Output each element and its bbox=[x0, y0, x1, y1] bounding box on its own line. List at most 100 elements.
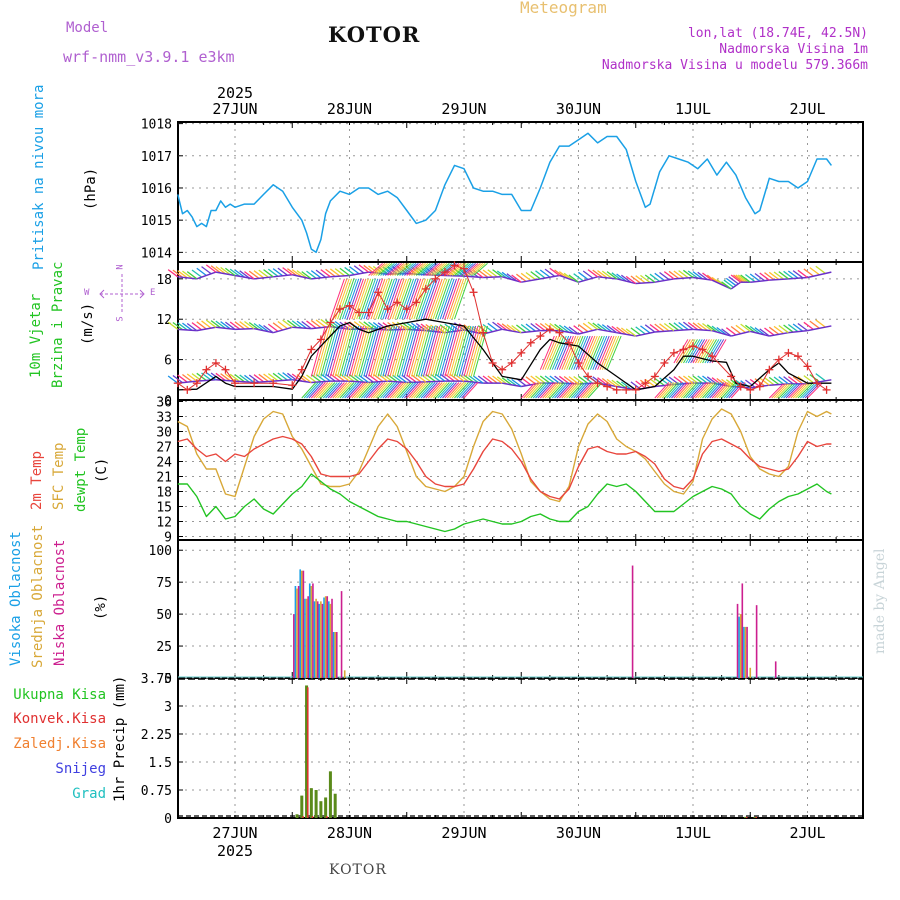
wind-barb-upper bbox=[721, 281, 732, 290]
precip-total-bar bbox=[300, 795, 304, 818]
wind-hatch-high bbox=[375, 278, 391, 320]
wind-hatch-d4-low bbox=[711, 382, 727, 399]
wind-barb-lower bbox=[263, 373, 274, 382]
wind-barb-lower bbox=[773, 376, 785, 385]
wind-hatch-d3-low bbox=[525, 382, 541, 399]
wind-hatch-high bbox=[341, 278, 357, 320]
wind-barb-upper bbox=[692, 271, 703, 280]
wind-hatch-d4-mid bbox=[673, 339, 689, 364]
wind-barb-upper bbox=[539, 269, 551, 278]
wind-hatch-low bbox=[330, 382, 345, 399]
wind-hatch-d3-low bbox=[530, 382, 546, 399]
wind-hatch-mid bbox=[473, 325, 489, 377]
wind-barb-lower bbox=[301, 374, 312, 384]
wind-hatch-top bbox=[423, 262, 438, 276]
precip-total-bar bbox=[305, 685, 309, 818]
wind-barb-upper bbox=[334, 268, 346, 277]
wind-barb-middle bbox=[234, 321, 245, 330]
wind-band-line-middle bbox=[578, 328, 598, 335]
wind-hatch-d3-low bbox=[539, 382, 555, 399]
wind-barb-upper bbox=[368, 265, 379, 274]
wind-barb-upper bbox=[525, 271, 536, 281]
temp2m-line bbox=[177, 435, 832, 500]
wind-band-line-middle bbox=[502, 328, 522, 334]
wind-barb-lower bbox=[725, 379, 737, 388]
wind-hatch-top bbox=[377, 262, 393, 276]
wind-hatch-d5-low bbox=[785, 383, 801, 399]
ytick-label-temperature: 9 bbox=[164, 531, 172, 546]
wind-barb-middle bbox=[296, 320, 307, 329]
wind-barb-middle bbox=[754, 327, 765, 336]
precip-total-bar bbox=[328, 771, 332, 818]
wind-hatch-mid bbox=[456, 325, 472, 377]
wind-hatch-low bbox=[432, 382, 448, 399]
wind-hatch-d5-low bbox=[768, 383, 784, 399]
ytick-label-clouds: 0 bbox=[164, 672, 172, 687]
wind-hatch-mid bbox=[349, 325, 364, 377]
cloud-bar-mid bbox=[320, 601, 322, 678]
wind-hatch-d4-low bbox=[718, 382, 734, 399]
wind-hatch-top bbox=[468, 262, 484, 276]
wind-hatch-top bbox=[449, 262, 465, 276]
precip-total-bar bbox=[743, 816, 747, 818]
wind-hatch-d4-low bbox=[683, 382, 698, 399]
wind-barb-middle bbox=[573, 325, 584, 334]
wind-barb-middle bbox=[697, 322, 708, 331]
wind-hatch-low bbox=[322, 382, 338, 399]
wind-hatch-d3-low bbox=[578, 382, 593, 399]
wind-barb-middle bbox=[516, 324, 527, 333]
wind-barb-lower bbox=[554, 375, 565, 384]
ytick-label-pressure: 1015 bbox=[141, 214, 172, 229]
wind-barb-lower bbox=[721, 378, 732, 388]
wind-hatch-d4-low bbox=[671, 382, 686, 399]
wind-hatch-low bbox=[358, 382, 374, 399]
wind-hatch-high bbox=[396, 278, 412, 320]
wind-barb-lower bbox=[186, 373, 198, 382]
wind-hatch-d3-mid bbox=[554, 335, 570, 370]
wind-hatch-high bbox=[418, 278, 434, 320]
wind-barb-lower bbox=[616, 380, 627, 389]
wind-hatch-mid bbox=[365, 325, 381, 377]
wind-barb-middle bbox=[520, 323, 532, 333]
wind-hatch-low bbox=[339, 382, 355, 399]
wind-barb-middle bbox=[601, 324, 613, 333]
wind-band-line-middle bbox=[616, 331, 636, 337]
wind-band-line-lower bbox=[425, 380, 445, 383]
wind-hatch-mid bbox=[432, 325, 448, 377]
wind-barb-upper bbox=[477, 269, 489, 278]
wind-barb-middle bbox=[625, 328, 637, 337]
wind-barb-middle bbox=[635, 326, 646, 335]
top-day-label: 29JUN bbox=[441, 100, 486, 118]
wind-barb-lower bbox=[439, 373, 451, 382]
wind-hatch-top bbox=[458, 262, 474, 276]
wind-barb-middle bbox=[239, 321, 250, 330]
wind-hatch-mid bbox=[377, 325, 393, 377]
wind-barb-lower bbox=[253, 374, 265, 383]
wind-barb-lower bbox=[792, 376, 804, 385]
cloud-bar-high bbox=[323, 597, 325, 678]
wind-barb-upper bbox=[764, 272, 775, 281]
wind-barb-middle bbox=[735, 324, 746, 334]
wind-hatch-low bbox=[372, 382, 388, 399]
wind-barb-upper bbox=[349, 266, 360, 275]
wind-barb-middle bbox=[592, 322, 603, 331]
wind-hatch-d3-mid bbox=[539, 335, 555, 370]
wind-barb-lower bbox=[706, 376, 718, 385]
wind-barb-middle bbox=[606, 324, 618, 334]
wind-band-line-upper bbox=[788, 276, 808, 280]
wind-barb-middle bbox=[253, 322, 265, 332]
wind-barb-lower bbox=[644, 378, 656, 388]
compass-west-label: W bbox=[84, 288, 90, 298]
cloud-bar-low bbox=[755, 605, 758, 678]
wind-barb-middle bbox=[616, 326, 627, 335]
wind-barb-lower bbox=[682, 375, 694, 384]
wind-hatch-high bbox=[442, 278, 458, 320]
wind-hatch-low bbox=[442, 382, 457, 399]
wind-barb-lower bbox=[430, 373, 441, 382]
wind-barb-lower bbox=[649, 378, 660, 387]
precip-convective-bar bbox=[307, 687, 309, 818]
wind-hatch-d3-mid bbox=[563, 335, 579, 370]
wind-band-line-middle bbox=[521, 329, 541, 334]
wind-barb-lower bbox=[396, 374, 408, 384]
wind-barb-middle bbox=[640, 325, 651, 334]
